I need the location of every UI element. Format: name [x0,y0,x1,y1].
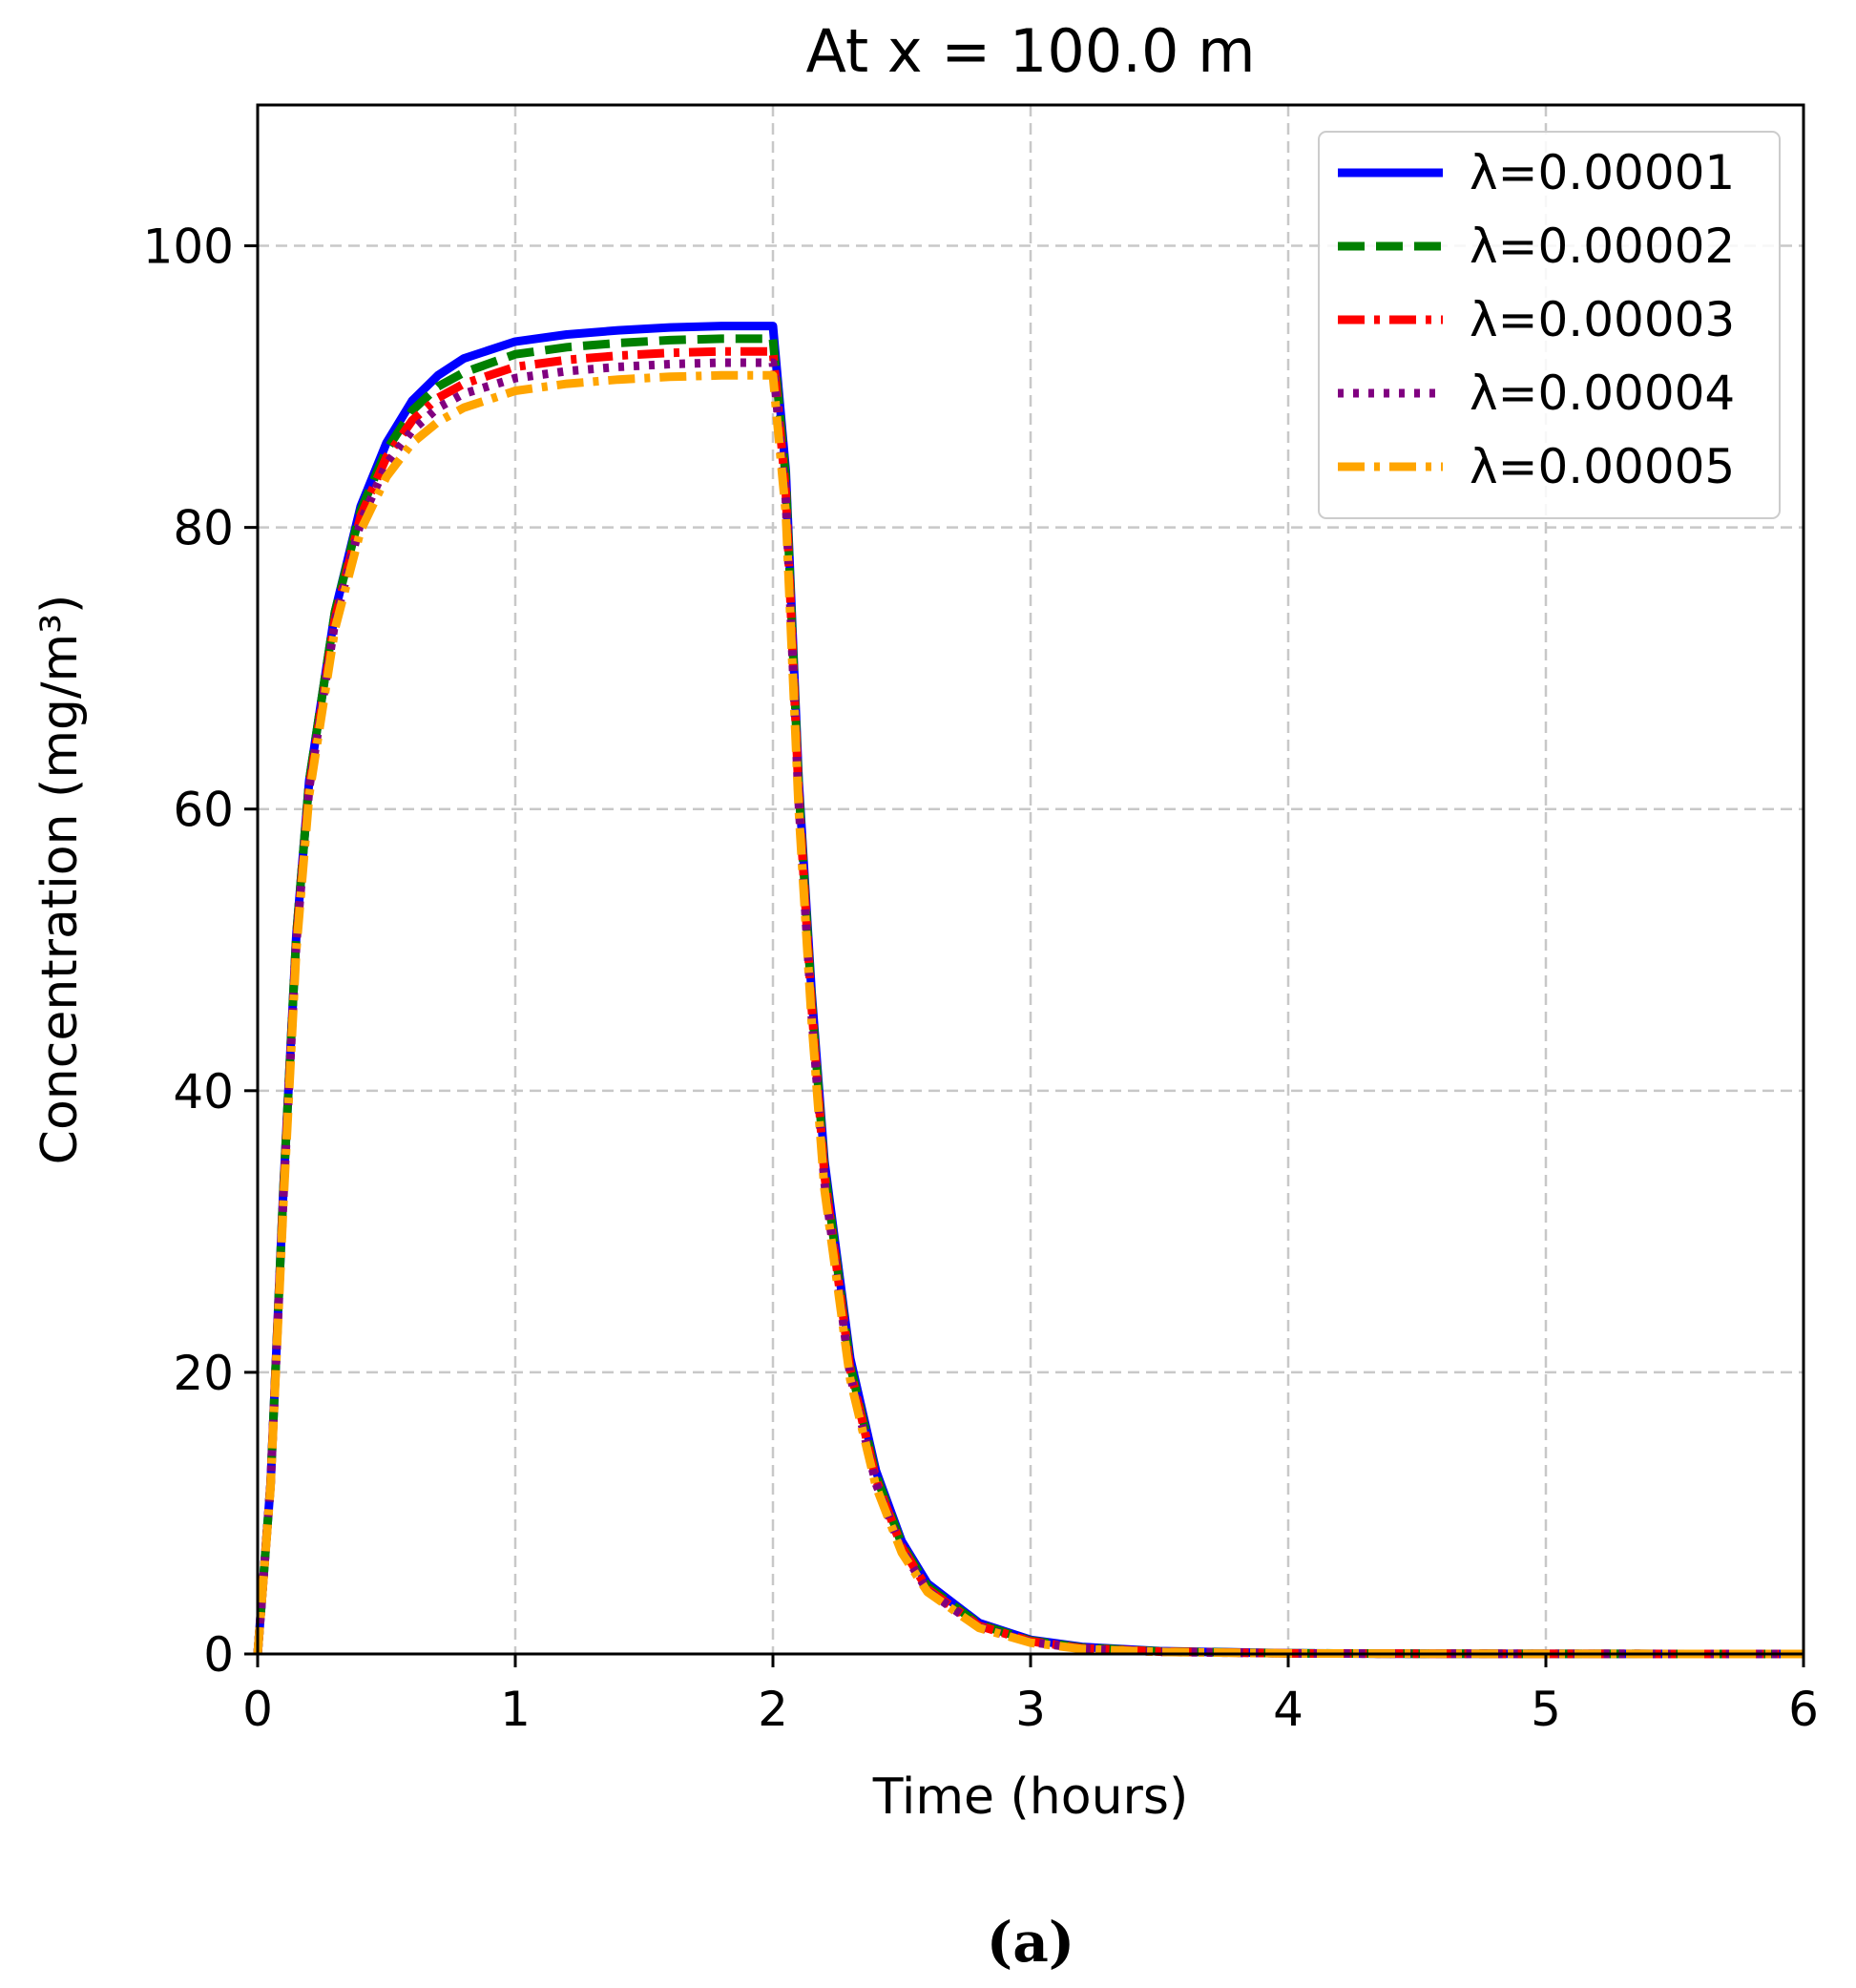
series-layer [253,322,1804,1659]
legend-items: λ=0.00001 λ=0.00002 λ=0.00003 λ=0.00004 λ=0.… [1338,145,1735,494]
x-tick-label: 5 [1531,1682,1561,1737]
y-axis-label: Concentration (mg/m³) [31,595,89,1165]
y-tick-label: 20 [173,1346,234,1401]
figure-caption: (a) [987,1910,1074,1975]
legend-box [1318,131,1781,519]
legend-label-3: λ=0.00003 [1470,292,1735,347]
x-tick-label: 1 [500,1682,531,1737]
legend-label-1: λ=0.00001 [1470,145,1735,200]
x-tick-label: 6 [1788,1682,1819,1737]
x-axis-label: Time (hours) [872,1768,1189,1826]
series-line-5 [253,370,1804,1659]
x-tick-label: 0 [242,1682,273,1737]
x-tick-label: 4 [1273,1682,1303,1737]
series-line-4 [253,358,1804,1659]
y-tick-label: 100 [143,220,234,275]
y-tick-label: 60 [173,783,234,838]
y-tick-label: 0 [203,1627,234,1683]
legend-label-5: λ=0.00005 [1470,439,1735,494]
legend-label-2: λ=0.00002 [1470,219,1735,274]
chart-title: At x = 100.0 m [806,16,1256,86]
y-tick-label: 80 [173,501,234,556]
legend-label-4: λ=0.00004 [1470,366,1735,421]
x-tick-label: 2 [758,1682,788,1737]
legend: λ=0.00001 λ=0.00002 λ=0.00003 λ=0.00004 λ=0.… [1318,131,1781,519]
x-tick-label: 3 [1015,1682,1046,1737]
y-tick-label: 40 [173,1064,234,1120]
